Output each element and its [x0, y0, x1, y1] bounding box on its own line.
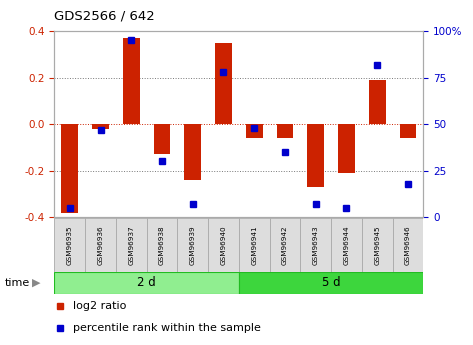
Bar [393, 218, 423, 272]
Bar [54, 272, 239, 294]
Text: GSM96938: GSM96938 [159, 225, 165, 265]
Text: 2 d: 2 d [137, 276, 156, 289]
Text: GSM96942: GSM96942 [282, 225, 288, 265]
Text: GSM96946: GSM96946 [405, 225, 411, 265]
Bar [123, 38, 140, 124]
Text: GDS2566 / 642: GDS2566 / 642 [54, 9, 155, 22]
Text: GSM96944: GSM96944 [343, 225, 350, 265]
Bar [85, 218, 116, 272]
Bar [307, 124, 324, 187]
Text: GSM96940: GSM96940 [220, 225, 227, 265]
Bar [277, 124, 293, 138]
Bar [300, 218, 331, 272]
Bar [270, 218, 300, 272]
Bar [239, 272, 423, 294]
Bar [208, 218, 239, 272]
Text: log2 ratio: log2 ratio [73, 301, 126, 311]
Text: percentile rank within the sample: percentile rank within the sample [73, 323, 261, 333]
Bar [369, 80, 385, 124]
Bar [54, 218, 85, 272]
Bar [92, 124, 109, 129]
Bar [147, 218, 177, 272]
Text: GSM96943: GSM96943 [313, 225, 319, 265]
Bar [184, 124, 201, 180]
Bar [116, 218, 147, 272]
Text: 5 d: 5 d [322, 276, 341, 289]
Bar [61, 124, 78, 213]
Text: GSM96945: GSM96945 [374, 225, 380, 265]
Bar [177, 218, 208, 272]
Bar [331, 218, 362, 272]
Text: ▶: ▶ [32, 278, 41, 288]
Text: GSM96935: GSM96935 [67, 225, 73, 265]
Text: GSM96937: GSM96937 [128, 225, 134, 265]
Bar [362, 218, 393, 272]
Text: time: time [5, 278, 30, 288]
Bar [338, 124, 355, 173]
Bar [154, 124, 170, 155]
Text: GSM96939: GSM96939 [190, 225, 196, 265]
Text: GSM96936: GSM96936 [97, 225, 104, 265]
Text: GSM96941: GSM96941 [251, 225, 257, 265]
Bar [239, 218, 270, 272]
Bar [215, 43, 232, 124]
Bar [400, 124, 416, 138]
Bar [246, 124, 263, 138]
